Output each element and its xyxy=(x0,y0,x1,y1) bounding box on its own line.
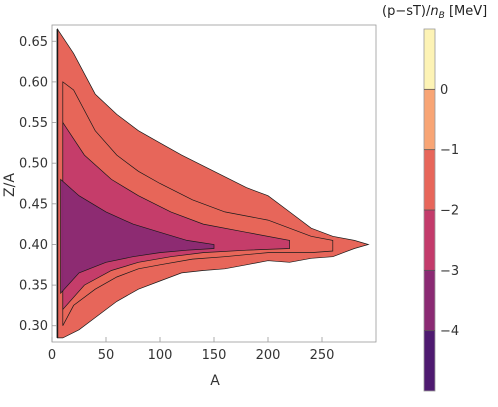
y-tick-label: 0.40 xyxy=(19,238,48,253)
y-tick-label: 0.30 xyxy=(19,319,48,334)
colorbar-segment xyxy=(424,210,435,271)
x-tick-label: 100 xyxy=(148,348,173,363)
colorbar-ticks: −4 −3 −2 −1 0 xyxy=(424,83,459,339)
y-tick-label: 0.60 xyxy=(19,75,48,90)
colorbar-segment xyxy=(424,330,435,391)
x-axis-label: A xyxy=(210,373,220,389)
contour-band-2 xyxy=(62,121,290,311)
colorbar-tick-label: −2 xyxy=(440,204,459,219)
colorbar-tick-label: −4 xyxy=(440,324,459,339)
x-tick-label: 250 xyxy=(310,348,335,363)
colorbar-title: (p−sT)/nB [MeV] xyxy=(382,4,487,21)
plot-area xyxy=(56,27,370,339)
y-tick-label: 0.55 xyxy=(19,116,48,131)
x-axis: 0 50 100 150 200 250 xyxy=(48,337,335,363)
colorbar-tick-label: −3 xyxy=(440,264,459,279)
y-tick-label: 0.35 xyxy=(19,279,48,294)
y-axis: 0.30 0.35 0.40 0.45 0.50 0.55 0.60 0.65 xyxy=(19,35,57,334)
y-tick-label: 0.50 xyxy=(19,157,48,172)
y-tick-label: 0.45 xyxy=(19,197,48,212)
colorbar-segment xyxy=(424,89,435,150)
colorbar-tick-label: 0 xyxy=(440,83,448,98)
contour-band-3 xyxy=(60,178,215,295)
colorbar-tick-label: −1 xyxy=(440,143,459,158)
x-tick-label: 50 xyxy=(98,348,115,363)
x-tick-label: 200 xyxy=(256,348,281,363)
colorbar-title-symbol: n xyxy=(430,4,438,19)
colorbar-segment xyxy=(424,29,435,90)
colorbar-title-main: (p−sT)/ xyxy=(382,4,431,19)
x-tick-label: 0 xyxy=(48,348,56,363)
colorbar-segment xyxy=(424,270,435,331)
y-axis-label: Z/A xyxy=(2,173,18,197)
colorbar-title-subscript: B xyxy=(439,11,445,21)
colorbar-title-unit: [MeV] xyxy=(445,4,487,19)
y-tick-label: 0.65 xyxy=(19,35,48,50)
x-tick-label: 150 xyxy=(202,348,227,363)
colorbar-segment xyxy=(424,149,435,210)
